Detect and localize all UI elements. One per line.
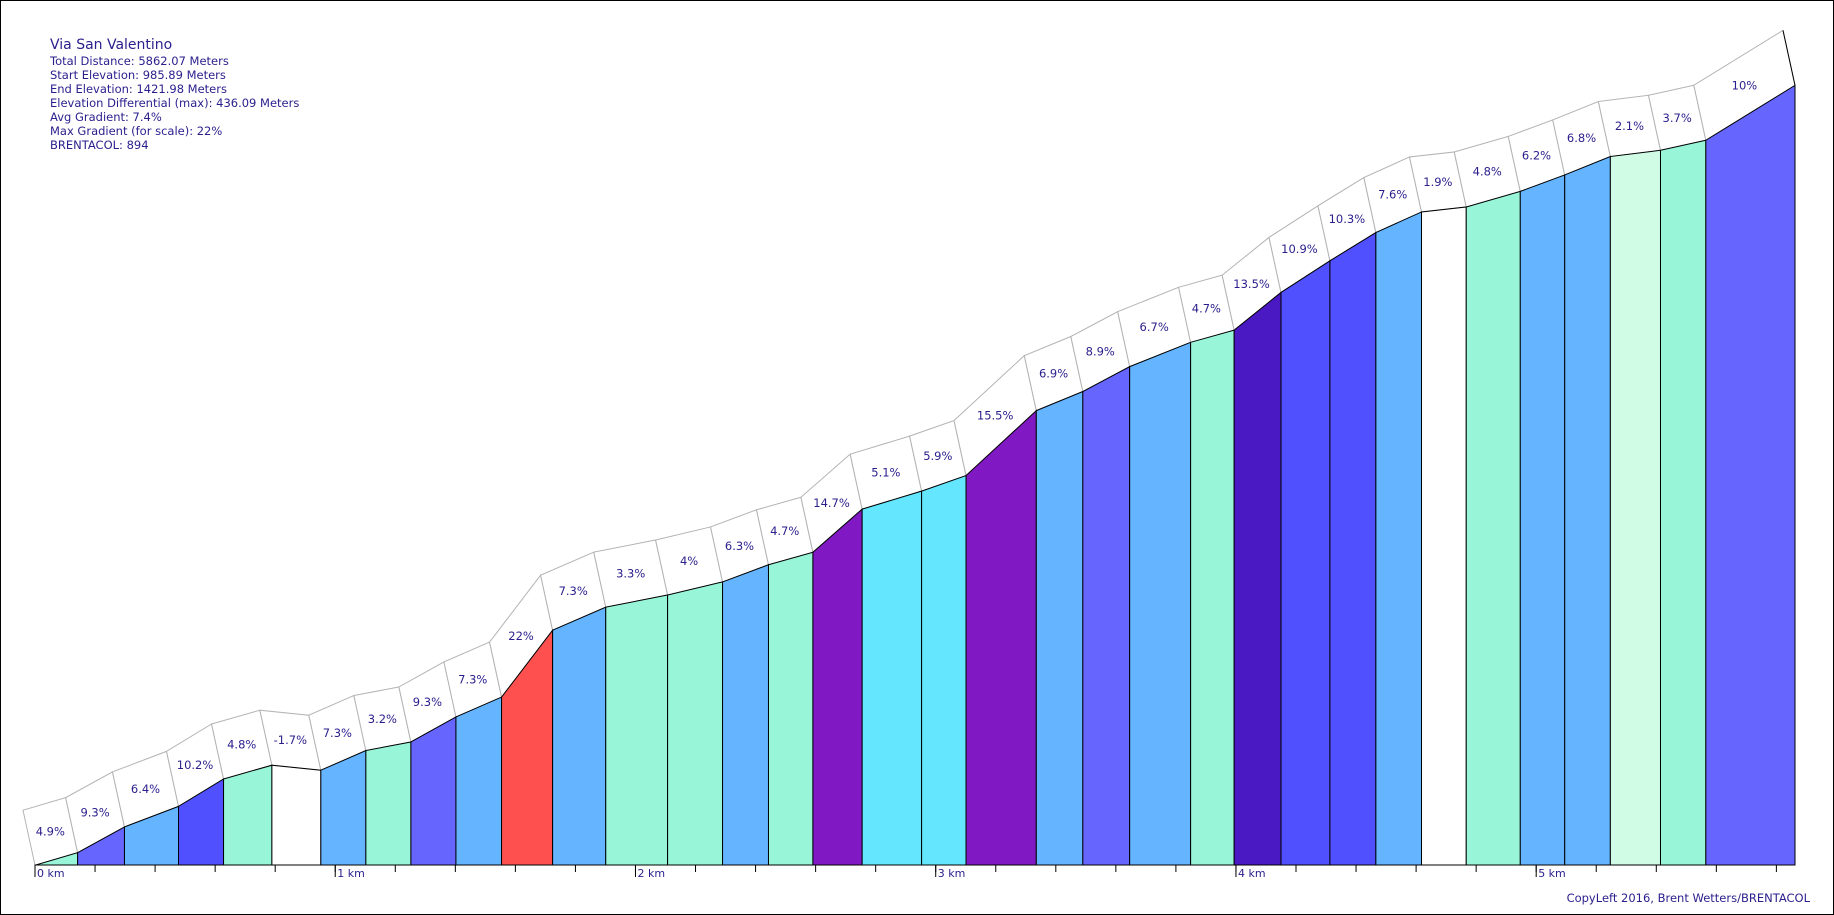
gradient-label: 1.9% [1423,175,1452,189]
copyleft-notice: CopyLeft 2016, Brent Wetters/BRENTACOL [1566,891,1810,905]
gradient-label: 3.7% [1663,111,1692,125]
x-axis: 0 km 1 km 2 km 3 km 4 km 5 km [34,864,1795,880]
gradient-segment [1129,341,1192,866]
gradient-segment [1705,84,1796,866]
gradient-segment [365,741,412,866]
route-info: Via San Valentino Total Distance: 5862.0… [50,37,299,152]
gradient-segment [1190,329,1235,866]
gradient-label: 10.9% [1281,242,1318,256]
gradient-label: 7.3% [458,673,487,687]
gradient-segment [455,696,503,866]
gradient-label: 9.3% [413,695,442,709]
gradient-label-band [22,29,1796,866]
gradient-label: 5.9% [923,449,952,463]
gradient-label: 8.9% [1086,345,1115,359]
gradient-label: 3.3% [616,567,645,581]
x-tick-label: 3 km [938,867,966,880]
avg-gradient: Avg Gradient: 7.4% [50,110,162,124]
gradient-segment [1082,365,1131,866]
gradient-label: 10% [1732,78,1758,92]
gradient-label: 5.1% [871,466,900,480]
gradient-segment [1609,149,1661,866]
start-elevation: Start Elevation: 985.89 Meters [50,68,226,82]
gradient-label: -1.7% [274,733,307,747]
gradient-label: 6.7% [1140,320,1169,334]
gradient-segment [1280,259,1331,866]
gradient-segment [667,581,724,866]
gradient-segment [861,490,923,866]
gradient-segment [812,508,863,866]
gradient-segment [1233,291,1282,866]
gradient-label: 13.5% [1233,277,1270,291]
gradient-label: 6.3% [725,539,754,553]
gradient-segment [767,551,814,866]
elevation-differential: Elevation Differential (max): 436.09 Met… [50,96,300,110]
gradient-segment [1564,155,1611,866]
gradient-label: 10.2% [177,758,214,772]
gradient-label: 6.8% [1567,131,1596,145]
gradient-label: 6.4% [131,782,160,796]
gradient-label: 4.8% [227,738,256,752]
gradient-segment [410,716,457,866]
gradient-label: 2.1% [1615,119,1644,133]
gradient-label: 14.7% [813,496,850,510]
gradient-label: 4.7% [1192,302,1221,316]
gradient-label: 15.5% [977,409,1014,423]
x-tick-label: 1 km [337,867,365,880]
gradient-segment [1421,206,1467,866]
gradient-segment [605,594,669,866]
gradient-segment [1659,139,1707,866]
gradient-label: 4.8% [1473,165,1502,179]
x-tick-label: 5 km [1538,867,1566,880]
gradient-label: 7.6% [1378,188,1407,202]
gradient-segment [965,409,1037,866]
max-gradient: Max Gradient (for scale): 22% [50,124,223,138]
gradient-segment [1519,174,1566,866]
gradient-label: 4.9% [36,824,65,838]
gradient-label: 3.2% [368,712,397,726]
gradient-segment [1375,211,1423,866]
x-tick-label: 0 km [37,867,65,880]
gradient-label: 4% [680,554,698,568]
gradient-segment [722,564,769,866]
gradient-segment [223,764,273,866]
gradient-label: 7.3% [323,726,352,740]
brentacol-score: BRENTACOL: 894 [50,138,149,152]
end-elevation: End Elevation: 1421.98 Meters [50,82,227,96]
gradient-label: 4.7% [770,524,799,538]
gradient-label: 22% [508,629,534,643]
gradient-label: 9.3% [80,805,109,819]
band-edge [1782,30,1796,86]
gradient-label: 6.2% [1522,149,1551,163]
x-tick-label: 2 km [637,867,665,880]
gradient-segment [552,606,607,866]
gradient-segment [1035,390,1084,866]
x-tick-label: 4 km [1238,867,1266,880]
gradient-label: 10.3% [1329,212,1366,226]
gradient-labels: 4.9% 9.3% 6.4% 10.2% 4.8% -1.7% 7.3% 3.2% 9.3% 7.… [36,78,1758,838]
gradient-segment [921,474,967,866]
route-title: Via San Valentino [50,37,173,53]
gradient-segments [34,84,1796,866]
gradient-segment [320,749,367,866]
gradient-segment [271,764,322,866]
gradient-label: 6.9% [1039,367,1068,381]
gradient-segment [1465,190,1521,866]
total-distance: Total Distance: 5862.07 Meters [50,54,229,68]
gradient-segment [1329,231,1377,866]
gradient-label: 7.3% [559,584,588,598]
